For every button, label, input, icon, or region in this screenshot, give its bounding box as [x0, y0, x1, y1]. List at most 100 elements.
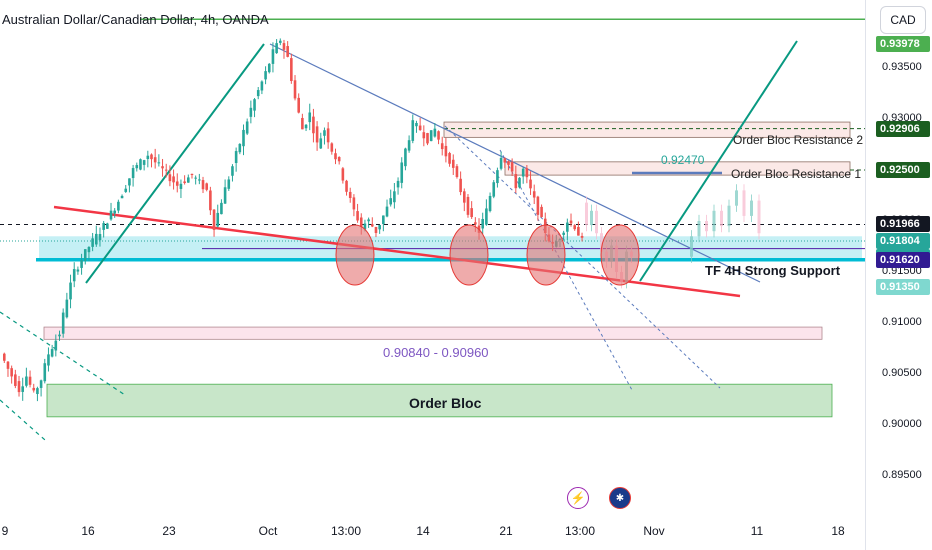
price-chart[interactable]: Order Bloc Resistance 2 Order Bloc Resist… [0, 0, 866, 550]
candle [282, 39, 286, 59]
candle [106, 222, 109, 229]
candle [518, 177, 521, 189]
candle [569, 213, 573, 227]
candle [396, 177, 400, 195]
candle [374, 226, 378, 238]
candle [10, 365, 13, 384]
candle [400, 157, 404, 189]
candle [341, 166, 345, 184]
candle [61, 308, 65, 338]
candle [231, 164, 234, 182]
candle [65, 292, 69, 319]
candle [47, 347, 50, 372]
australia-flag-icon[interactable]: ✱ [609, 487, 631, 509]
candle [470, 201, 473, 219]
candle [109, 202, 113, 221]
price-axis[interactable] [865, 0, 932, 550]
green-projection-line [639, 40, 798, 282]
candle [58, 330, 61, 341]
candle [326, 122, 330, 149]
order-bloc-resistance-1-label: Order Bloc Resistance 1 [731, 167, 861, 181]
currency-button[interactable]: CAD [880, 6, 926, 34]
candle [161, 158, 164, 177]
candle [466, 194, 470, 218]
candle [437, 130, 440, 145]
y-tick-label: 0.93500 [882, 61, 922, 73]
zone-range-label: 0.90840 - 0.90960 [383, 345, 489, 360]
projected-candle [757, 194, 761, 240]
candle [264, 66, 267, 85]
candle [14, 369, 17, 389]
candle [404, 147, 407, 171]
candle [393, 183, 396, 209]
candle [389, 189, 392, 207]
projected-candle [585, 196, 588, 232]
candle [301, 113, 304, 130]
candle [80, 253, 83, 275]
candle [153, 148, 157, 169]
projected-candle [595, 204, 598, 240]
candle [102, 220, 105, 238]
candle [275, 39, 278, 54]
candle [205, 182, 208, 192]
candle [175, 173, 179, 193]
candle [411, 114, 415, 144]
candle [69, 274, 72, 309]
touch-circle-4 [600, 224, 640, 286]
candle [463, 188, 466, 212]
candle [418, 117, 422, 131]
candle [279, 38, 282, 46]
candle [290, 53, 293, 84]
descending-trendline [269, 43, 761, 283]
candle [566, 218, 569, 241]
candle [348, 187, 352, 203]
candle [577, 221, 580, 236]
candle [190, 173, 194, 179]
candle [371, 217, 374, 228]
candle [407, 135, 411, 153]
candle [95, 225, 98, 247]
projected-candle [705, 214, 708, 238]
lines-layer [0, 18, 866, 441]
y-tick-label: 0.90000 [882, 418, 922, 430]
x-tick-label: 13:00 [564, 524, 596, 538]
candle [426, 132, 429, 146]
x-tick-label: 23 [162, 524, 176, 538]
candle [352, 194, 356, 217]
candle [293, 75, 297, 101]
candle [43, 358, 47, 384]
candle [253, 97, 256, 118]
candle [157, 154, 161, 167]
candle [536, 195, 540, 221]
candle [172, 169, 175, 190]
candle [227, 176, 231, 191]
green-uptrend-line [85, 43, 265, 284]
zone-order-bloc-resistance-2 [443, 121, 851, 138]
candle [21, 377, 24, 401]
candle [337, 156, 341, 165]
candle [260, 80, 264, 95]
candle [422, 125, 426, 147]
candle [234, 147, 238, 172]
candle [198, 173, 201, 185]
touch-circle-1 [335, 224, 375, 286]
candle [334, 148, 337, 165]
x-tick-label: 9 [1, 524, 9, 538]
flash-event-icon[interactable]: ⚡ [567, 487, 589, 509]
candle [540, 204, 543, 218]
projected-candle [742, 184, 746, 223]
candle [385, 199, 389, 218]
projected-candle [690, 230, 693, 263]
candle [87, 246, 91, 262]
zone-order-bloc-resistance-1 [504, 161, 851, 176]
x-tick-label: 16 [81, 524, 95, 538]
candle [249, 100, 253, 124]
x-tick-label: 13:00 [330, 524, 362, 538]
candle [485, 199, 488, 226]
candle [429, 130, 433, 142]
candle [459, 171, 462, 196]
projected-candle [735, 184, 738, 212]
candle [28, 370, 32, 388]
candle [3, 352, 6, 363]
candle [32, 383, 36, 393]
